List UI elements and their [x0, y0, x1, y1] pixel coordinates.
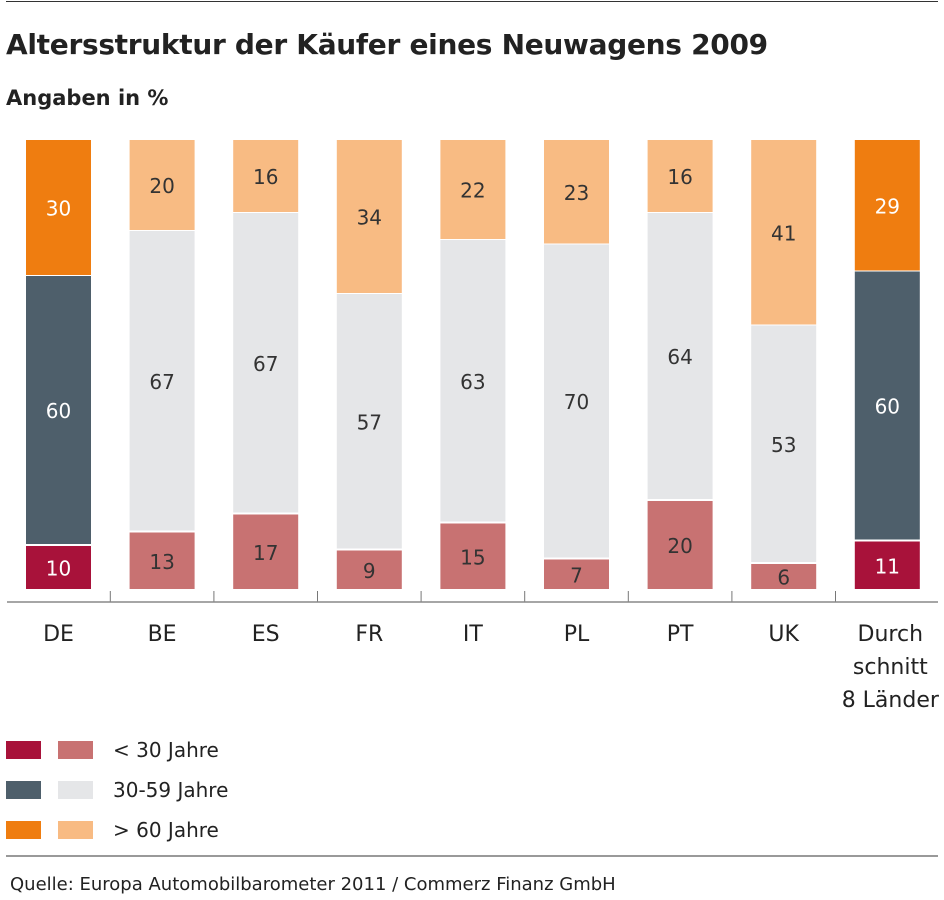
data-label: 9	[363, 559, 376, 583]
category-label: schnitt	[853, 655, 928, 680]
category-label: BE	[148, 622, 177, 647]
data-label: 41	[771, 221, 796, 245]
data-label: 22	[460, 179, 485, 203]
category-label: Durch	[858, 622, 923, 647]
category-label: UK	[768, 622, 799, 647]
bar-segment	[129, 231, 195, 531]
category-label: FR	[355, 622, 383, 647]
bar-segment	[751, 325, 817, 562]
data-label: 34	[357, 206, 382, 230]
data-label: 70	[564, 390, 589, 414]
category-label: 8 Länder	[842, 688, 940, 713]
legend-swatch	[58, 781, 93, 799]
chart-title: Altersstruktur der Käufer eines Neuwagen…	[6, 28, 768, 61]
source-note: Quelle: Europa Automobilbarometer 2011 /…	[10, 874, 616, 895]
legend-item-30-59: 30-59 Jahre	[6, 770, 228, 810]
data-label: 7	[570, 563, 583, 587]
bar-segment	[751, 140, 817, 325]
category-label: IT	[463, 622, 483, 647]
category-label: PT	[667, 622, 694, 647]
data-label: 16	[667, 165, 692, 189]
data-label: 23	[564, 181, 589, 205]
bar-segment	[129, 140, 195, 230]
data-label: 63	[460, 370, 485, 394]
bar-segment	[440, 240, 506, 522]
legend-swatch-highlight	[6, 781, 41, 799]
bar-segment	[440, 523, 506, 589]
bar-segment	[647, 501, 713, 589]
data-label: 60	[875, 395, 900, 419]
data-label: 57	[357, 410, 382, 434]
bar-segment	[854, 140, 920, 271]
category-label: DE	[43, 622, 74, 647]
legend-swatch	[58, 821, 93, 839]
data-label: 10	[46, 557, 71, 581]
data-label: 6	[777, 566, 790, 590]
bar-segment	[26, 140, 91, 275]
category-label: PL	[564, 622, 590, 647]
data-label: 15	[460, 545, 485, 569]
legend-swatch-highlight	[6, 741, 41, 759]
data-label: 16	[253, 165, 278, 189]
bar-segment	[336, 294, 402, 549]
data-label: 67	[253, 352, 278, 376]
legend: < 30 Jahre 30-59 Jahre > 60 Jahre	[6, 730, 228, 850]
bar-segment	[233, 514, 299, 589]
category-label: ES	[252, 622, 280, 647]
legend-item-over-60: > 60 Jahre	[6, 810, 228, 850]
bar-segment	[233, 213, 299, 513]
data-label: 13	[149, 550, 174, 574]
bottom-rule	[6, 855, 938, 857]
legend-label: < 30 Jahre	[113, 738, 219, 762]
bar-segment	[647, 213, 713, 499]
legend-swatch-highlight	[6, 821, 41, 839]
bar-segment	[26, 546, 91, 589]
data-label: 11	[875, 554, 900, 578]
bar-segment	[336, 140, 402, 293]
legend-label: 30-59 Jahre	[113, 778, 229, 802]
data-label: 67	[149, 370, 174, 394]
bar-segment	[336, 550, 402, 589]
data-label: 20	[667, 534, 692, 558]
bar-segment	[854, 271, 920, 540]
legend-label: > 60 Jahre	[113, 818, 219, 842]
data-label: 29	[875, 194, 900, 218]
bar-segment	[751, 564, 817, 589]
bar-segment	[129, 532, 195, 589]
data-label: 64	[667, 345, 692, 369]
bar-segment	[544, 244, 609, 558]
legend-swatch	[58, 741, 93, 759]
bar-segment	[26, 276, 91, 544]
data-label: 17	[253, 541, 278, 565]
bar-segment	[544, 140, 609, 244]
data-label: 53	[771, 433, 796, 457]
bar-segment	[440, 140, 506, 239]
bar-segment	[233, 140, 299, 212]
chart-subtitle: Angaben in %	[6, 86, 169, 110]
top-rule	[6, 1, 938, 2]
data-label: 20	[149, 174, 174, 198]
data-label: 30	[46, 197, 71, 221]
stacked-bar-chart: 106030DE136720BE176716ES95734FR156322IT7…	[7, 140, 940, 713]
data-label: 60	[46, 399, 71, 423]
bar-segment	[647, 140, 713, 212]
bar-segment	[854, 541, 920, 589]
legend-item-under-30: < 30 Jahre	[6, 730, 228, 770]
bar-segment	[544, 559, 609, 589]
